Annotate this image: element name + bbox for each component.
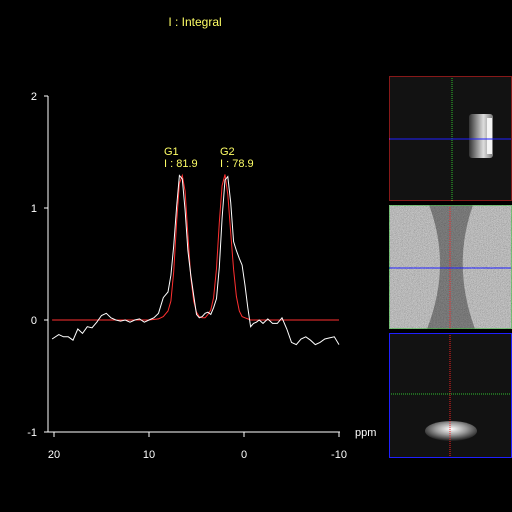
axial-dark-region [427,205,475,329]
y-tick-label: 2 [31,91,37,103]
y-tick-label: 0 [31,315,37,327]
x-tick-label: 0 [241,449,247,461]
x-tick-label: 10 [143,449,155,461]
axial-view[interactable] [389,205,512,329]
y-tick-label: 1 [31,203,37,215]
sagittal-slab-highlight [487,118,492,154]
legend-label: I : Integral [168,15,222,29]
x-tick-label: -10 [331,449,347,461]
coronal-slab-image [425,421,477,441]
fit-curve-line [52,173,339,321]
spectrum-line [51,174,340,346]
coronal-view[interactable] [389,333,512,458]
sagittal-view[interactable] [389,76,512,201]
peak-integral-label: I : 78.9 [220,158,254,170]
x-axis-unit-label: ppm [355,427,376,439]
peak-name-label: G2 [220,146,235,158]
x-tick-label: 20 [48,449,60,461]
peak-integral-label: I : 81.9 [164,158,198,170]
peak-name-label: G1 [164,146,179,158]
axial-view-border [389,205,512,329]
y-tick-label: -1 [27,427,37,439]
